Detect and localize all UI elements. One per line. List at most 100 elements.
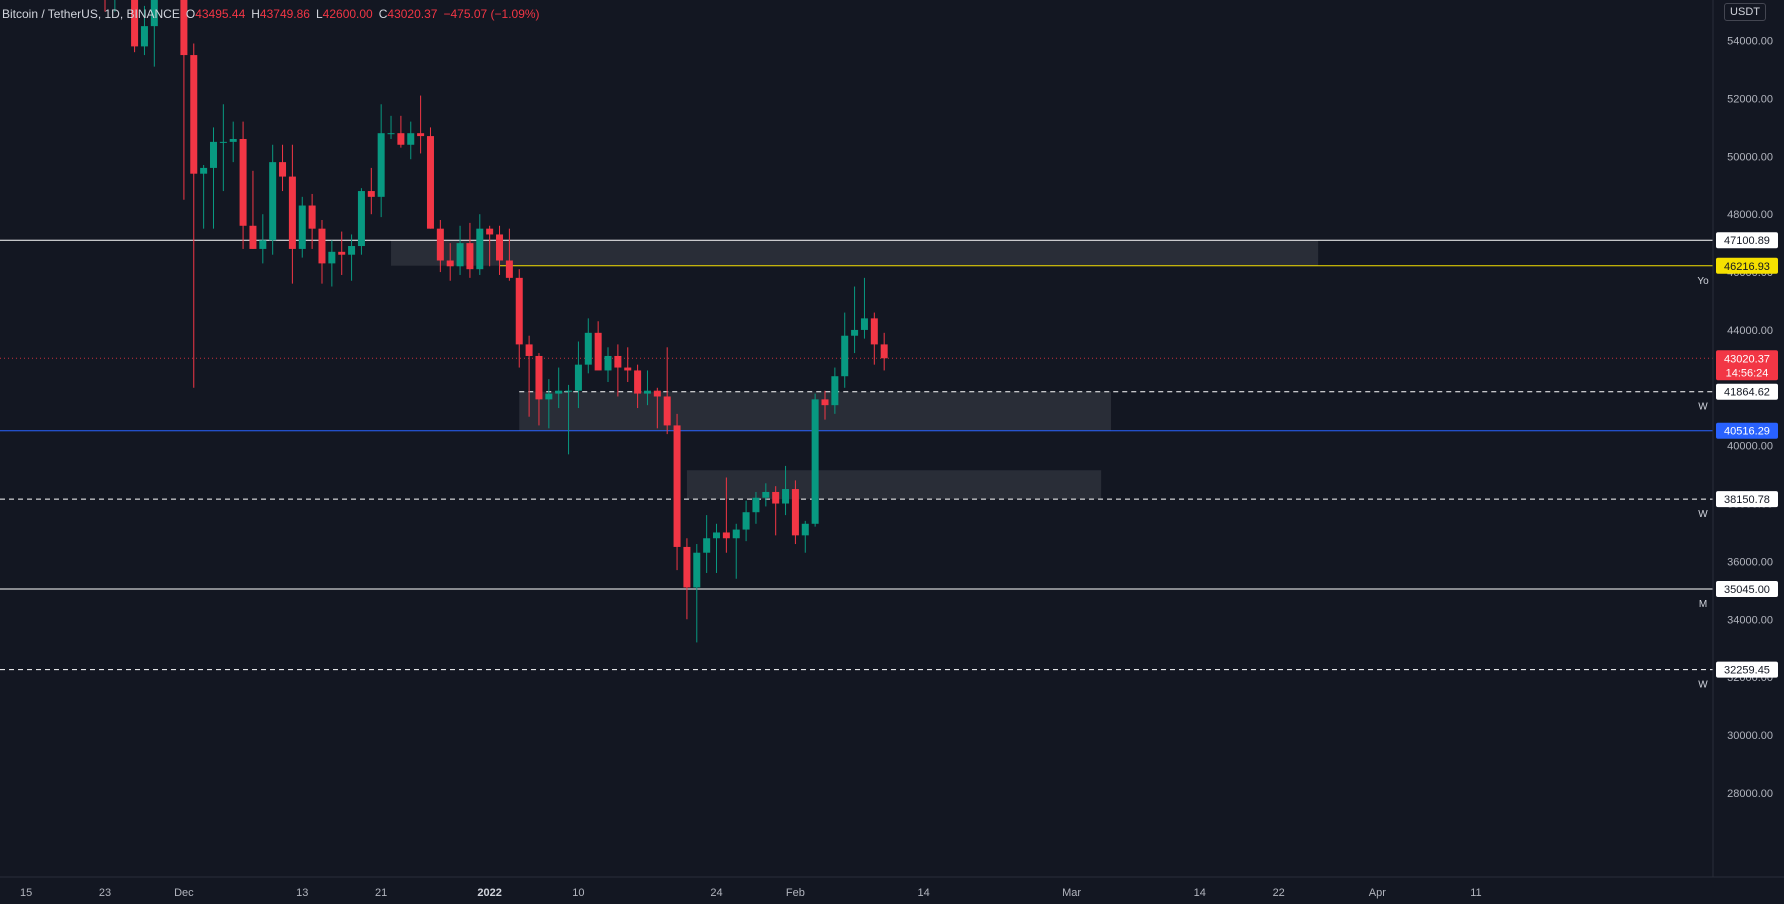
change-value: −475.07 (−1.09%) (443, 7, 540, 21)
candle-body[interactable] (131, 0, 139, 47)
symbol-name[interactable]: Bitcoin / TetherUS, 1D, BINANCE (2, 7, 180, 21)
candle-body[interactable] (219, 141, 227, 143)
candle-body[interactable] (150, 0, 158, 27)
candle-body[interactable] (772, 491, 780, 504)
candle-body[interactable] (328, 251, 336, 264)
close-value: 43020.37 (387, 7, 438, 21)
candle-body[interactable] (298, 205, 306, 249)
candle-body[interactable] (791, 489, 799, 536)
candle-body[interactable] (673, 425, 681, 547)
candle-body[interactable] (525, 344, 533, 356)
candle-body[interactable] (703, 538, 711, 553)
candle-body[interactable] (279, 162, 287, 177)
candle-body[interactable] (683, 546, 691, 588)
candle-body[interactable] (456, 243, 464, 267)
candle-body[interactable] (426, 136, 434, 229)
candle-body[interactable] (851, 329, 859, 336)
last-price-bg (1716, 350, 1778, 381)
level-price-label: 32259.45 (1724, 665, 1770, 677)
price-axis[interactable] (1713, 0, 1784, 904)
high-value: 43749.86 (259, 7, 310, 21)
candle-body[interactable] (407, 133, 415, 145)
candle-body[interactable] (742, 512, 750, 530)
candle-body[interactable] (357, 191, 365, 247)
candle-body[interactable] (229, 138, 237, 142)
candle-body[interactable] (614, 355, 622, 368)
candle-body[interactable] (377, 133, 385, 197)
candle-body[interactable] (496, 234, 504, 261)
x-tick-label: 10 (572, 887, 584, 899)
candle-body[interactable] (782, 489, 790, 504)
candle-body[interactable] (239, 138, 247, 226)
candle-body[interactable] (259, 240, 267, 249)
symbol-legend[interactable]: Bitcoin / TetherUS, 1D, BINANCE O43495.44… (2, 7, 540, 21)
candle-body[interactable] (555, 390, 563, 394)
candle-body[interactable] (436, 228, 444, 261)
candle-body[interactable] (752, 497, 760, 513)
x-tick-label: 2022 (477, 887, 501, 899)
candle-body[interactable] (880, 344, 888, 359)
candle-body[interactable] (476, 228, 484, 270)
candle-body[interactable] (417, 133, 425, 137)
candle-body[interactable] (269, 162, 277, 241)
candle-body[interactable] (594, 332, 602, 371)
zone-rect[interactable] (686, 470, 1102, 500)
candle-body[interactable] (604, 355, 612, 371)
y-tick-label: 44000.00 (1727, 325, 1773, 337)
candle-body[interactable] (565, 390, 573, 392)
level-tag: W (1698, 509, 1708, 520)
candle-body[interactable] (801, 523, 809, 536)
candle-body[interactable] (663, 396, 671, 426)
currency-button[interactable]: USDT (1724, 3, 1766, 21)
candle-body[interactable] (466, 243, 474, 270)
candle-body[interactable] (535, 355, 543, 400)
candle-body[interactable] (209, 141, 217, 168)
level-tag: W (1698, 680, 1708, 691)
candle-body[interactable] (811, 399, 819, 524)
candle-body[interactable] (831, 376, 839, 406)
candle-body[interactable] (624, 367, 632, 371)
candle-body[interactable] (180, 0, 188, 56)
candle-body[interactable] (367, 191, 375, 197)
candle-body[interactable] (140, 26, 148, 47)
candle-body[interactable] (348, 246, 356, 255)
candle-body[interactable] (574, 364, 582, 391)
level-tag: Yo (1697, 276, 1709, 287)
candle-body[interactable] (486, 228, 494, 235)
candle-body[interactable] (762, 491, 770, 498)
candle-body[interactable] (288, 176, 296, 249)
candle-body[interactable] (515, 277, 523, 345)
y-tick-label: 36000.00 (1727, 556, 1773, 568)
candle-body[interactable] (397, 133, 405, 145)
candle-body[interactable] (545, 393, 553, 400)
time-axis[interactable] (0, 877, 1784, 904)
x-tick-label: 11 (1470, 887, 1481, 899)
x-tick-label: 13 (296, 887, 308, 899)
candle-body[interactable] (190, 55, 198, 174)
zone-rect[interactable] (391, 240, 1319, 266)
last-price-label: 43020.37 (1724, 353, 1770, 365)
candle-body[interactable] (318, 228, 326, 264)
candle-body[interactable] (870, 318, 878, 345)
candle-body[interactable] (308, 205, 316, 229)
candle-body[interactable] (505, 260, 513, 278)
candle-body[interactable] (722, 532, 730, 539)
candle-body[interactable] (249, 225, 257, 249)
candle-body[interactable] (653, 390, 661, 397)
y-tick-label: 48000.00 (1727, 209, 1773, 221)
candle-body[interactable] (841, 335, 849, 377)
candle-body[interactable] (860, 318, 868, 330)
candle-body[interactable] (732, 529, 740, 539)
candle-body[interactable] (713, 532, 721, 539)
candle-body[interactable] (446, 260, 454, 267)
candle-body[interactable] (634, 370, 642, 394)
candle-body[interactable] (338, 251, 346, 255)
candle-body[interactable] (584, 332, 592, 365)
candle-body[interactable] (200, 167, 208, 174)
candle-body[interactable] (387, 133, 395, 135)
candle-body[interactable] (643, 390, 651, 394)
candle-body[interactable] (693, 552, 701, 588)
candle-body[interactable] (821, 399, 829, 406)
